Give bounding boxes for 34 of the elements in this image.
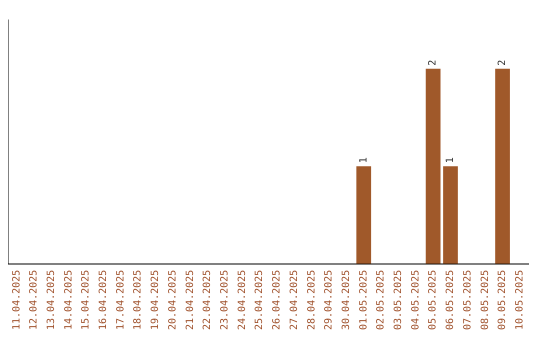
data-label: 2 [497, 60, 508, 66]
x-tick-label: 02.05.2025 [376, 270, 387, 330]
x-tick-label: 17.04.2025 [115, 270, 126, 330]
x-tick-label: 20.04.2025 [167, 270, 178, 330]
x-tick-label: 21.04.2025 [184, 270, 196, 330]
x-tick-label: 24.04.2025 [236, 270, 248, 330]
x-tick-label: 25.04.2025 [254, 270, 266, 330]
x-tick-label: 22.04.2025 [202, 270, 214, 330]
x-tick-label: 04.05.2025 [410, 270, 422, 330]
x-tick-label: 01.05.2025 [358, 270, 370, 330]
x-tick-label: 03.05.2025 [393, 270, 404, 330]
x-tick-label: 14.04.2025 [63, 270, 74, 330]
x-tick-label: 16.04.2025 [98, 270, 110, 330]
x-tick-label: 29.04.2025 [324, 270, 335, 330]
data-label: 1 [445, 157, 456, 164]
x-tick-label: 27.04.2025 [288, 270, 300, 330]
data-label: 1 [358, 157, 370, 164]
x-tick-label: 13.04.2025 [46, 270, 57, 330]
x-tick-label: 30.04.2025 [340, 270, 352, 330]
x-tick-label: 12.04.2025 [28, 270, 40, 330]
data-label: 2 [428, 60, 439, 66]
x-tick-label: 05.05.2025 [428, 270, 439, 330]
x-tick-label: 09.05.2025 [497, 270, 508, 330]
x-tick-label: 08.05.2025 [480, 270, 491, 330]
x-tick-label: 28.04.2025 [306, 270, 318, 330]
x-tick-label: 06.05.2025 [445, 270, 456, 330]
x-tick-label: 18.04.2025 [132, 270, 144, 330]
x-tick-label: 07.05.2025 [462, 270, 474, 330]
x-tick-label: 15.04.2025 [80, 270, 92, 330]
x-tick-label: 23.04.2025 [220, 270, 230, 330]
x-tick-label: 19.04.2025 [150, 270, 162, 330]
x-tick-label: 10.05.2025 [514, 270, 526, 330]
x-tick-label: 11.04.2025 [11, 270, 22, 330]
x-tick-label: 26.04.2025 [272, 270, 283, 330]
